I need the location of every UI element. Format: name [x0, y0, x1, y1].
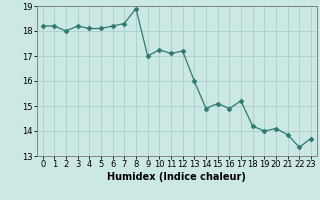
X-axis label: Humidex (Indice chaleur): Humidex (Indice chaleur): [108, 172, 246, 182]
